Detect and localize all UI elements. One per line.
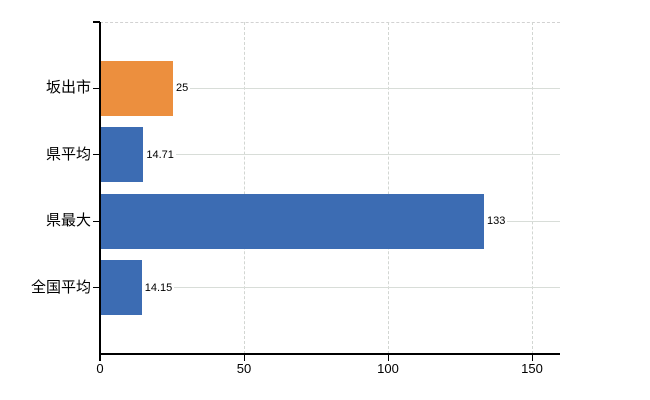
- category-label: 全国平均: [30, 278, 91, 296]
- y-axis-top-tick: [93, 21, 100, 23]
- category-axis-tick: [93, 154, 100, 156]
- gridline-vertical: [387, 22, 389, 354]
- category-label: 県最大: [45, 212, 91, 230]
- category-axis-tick: [93, 220, 100, 222]
- bar-value-label: 133: [484, 214, 508, 229]
- category-axis-tick: [93, 287, 100, 289]
- x-tick-label: 50: [236, 361, 252, 376]
- bar: [101, 60, 173, 116]
- bar-value-label: 14.71: [143, 147, 176, 162]
- gridline-vertical: [531, 22, 533, 354]
- bar-value-label: 14.15: [141, 280, 175, 295]
- bar: [101, 127, 144, 183]
- x-axis-tick: [99, 354, 101, 361]
- x-tick-label: 0: [96, 361, 104, 376]
- x-tick-label: 100: [377, 361, 399, 376]
- x-axis-tick: [387, 354, 389, 361]
- category-leader-line: [100, 154, 560, 156]
- bar: [101, 260, 142, 316]
- category-axis-tick: [93, 87, 100, 89]
- x-axis-tick: [243, 354, 245, 361]
- category-leader-line: [100, 87, 560, 89]
- bar: [101, 193, 485, 249]
- plot-top-border: [100, 22, 560, 23]
- x-axis-line: [99, 353, 560, 355]
- x-tick-label: 150: [521, 361, 543, 376]
- gridline-vertical: [243, 22, 245, 354]
- category-label: 坂出市: [45, 79, 91, 97]
- category-label: 県平均: [45, 145, 91, 163]
- y-axis-line: [99, 22, 101, 361]
- category-leader-line: [100, 287, 560, 289]
- bar-value-label: 25: [173, 81, 191, 96]
- x-axis-tick: [531, 354, 533, 361]
